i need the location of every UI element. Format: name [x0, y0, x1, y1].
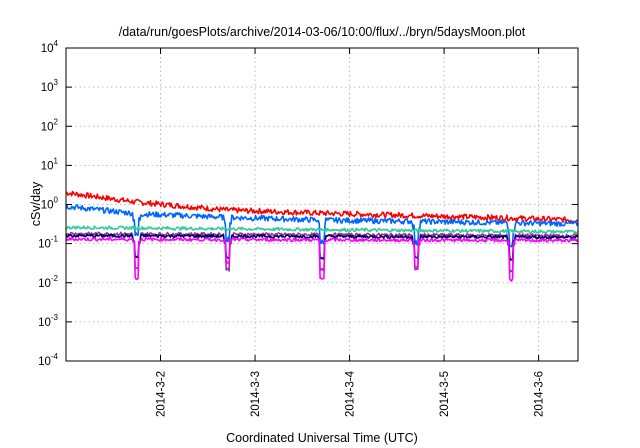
x-tick-label: 2014-3-4: [345, 370, 357, 417]
x-tick-label: 2014-3-3: [250, 371, 262, 417]
y-tick-label: 10-1: [38, 235, 58, 251]
chart-title: /data/run/goesPlots/archive/2014-03-06/1…: [119, 25, 526, 39]
series-line: [65, 237, 579, 282]
y-tick-label: 10-4: [38, 352, 58, 368]
series-line: [65, 231, 579, 273]
x-tick-label: 2014-3-5: [439, 371, 451, 417]
series-group: [65, 190, 579, 282]
x-axis-label: Coordinated Universal Time (UTC): [226, 431, 418, 445]
y-tick-label: 102: [41, 117, 59, 133]
y-tick-label: 100: [41, 196, 59, 212]
y-tick-label: 103: [41, 78, 59, 94]
y-tick-label: 10-2: [38, 274, 58, 290]
series-line: [65, 204, 579, 248]
axes: 10-4 10-3 10-2 10-1 100 101 102 103 104 2014-3-2 2…: [38, 39, 578, 417]
series-line: [65, 233, 579, 261]
series-line: [65, 225, 579, 235]
x-tick-label: 2014-3-2: [156, 371, 168, 417]
series-line: [65, 190, 579, 223]
y-tick-label: 101: [41, 156, 59, 172]
y-tick-label: 10-3: [38, 313, 58, 329]
y-tick-label: 104: [41, 39, 59, 55]
y-axis-label: cSv/day: [29, 181, 43, 226]
x-tick-label: 2014-3-6: [534, 371, 546, 417]
